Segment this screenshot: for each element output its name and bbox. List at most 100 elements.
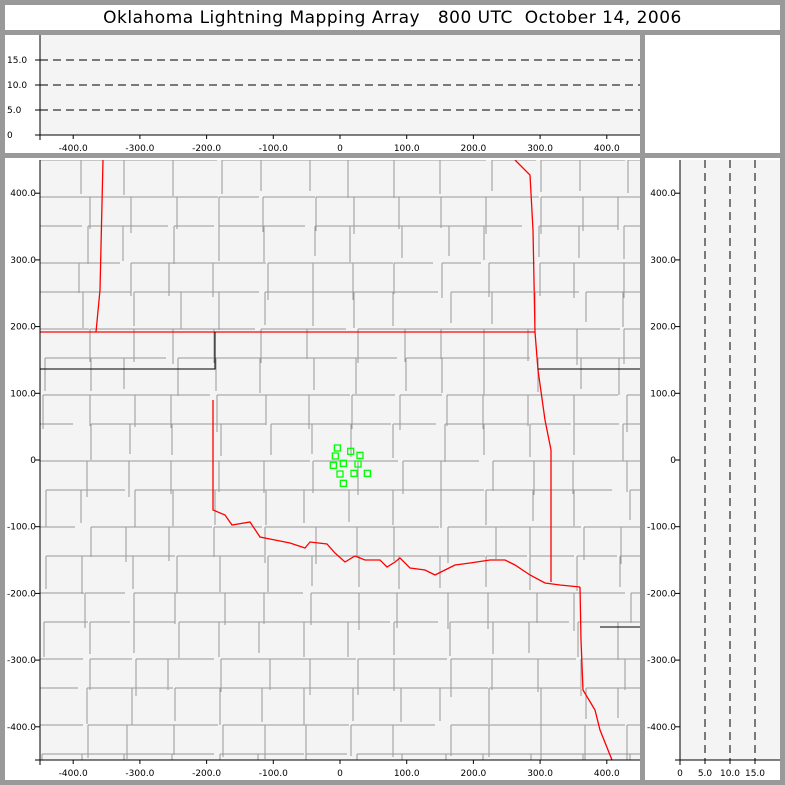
county-boundary [90, 526, 129, 557]
county-boundary [440, 460, 479, 495]
county-boundary [80, 160, 128, 194]
county-boundary [309, 160, 358, 191]
county-boundary [258, 621, 312, 653]
county-boundary [393, 526, 439, 561]
county-boundary [40, 592, 84, 594]
map-x-tick-label: 0 [337, 769, 343, 779]
county-boundary [619, 555, 640, 587]
county-boundary [393, 658, 447, 691]
county-boundary [89, 394, 137, 426]
county-boundary [527, 328, 577, 361]
county-boundary [527, 394, 578, 426]
axes: 0 5.0 10.0 15.0 -400.0 -300.0 -200.0 -100.0 0 100… [7, 35, 780, 779]
county-boundary [89, 621, 130, 654]
county-boundary [537, 658, 576, 692]
county-boundary [309, 658, 356, 695]
county-boundary [220, 423, 266, 456]
county-boundary [573, 394, 618, 428]
lightning-source-marker [363, 469, 371, 477]
county-boundary [440, 196, 494, 228]
lightning-source-marker [333, 444, 341, 452]
lightning-source-marker [354, 460, 362, 468]
county-boundary [393, 621, 438, 655]
county-boundary [303, 687, 358, 725]
county-boundary [540, 724, 589, 760]
county-boundary [310, 592, 362, 625]
county-boundary [219, 687, 262, 725]
map-y-tick-label: 300.0 [10, 256, 36, 266]
county-boundary [308, 394, 350, 429]
county-boundary [617, 621, 640, 660]
county-boundary [89, 658, 132, 690]
page-title: Oklahoma Lightning Mapping Array 800 UTC… [5, 5, 780, 30]
top-y-tick-label: 5.0 [7, 106, 22, 116]
county-boundary [629, 489, 640, 520]
map-x-tick-label: 300.0 [527, 769, 553, 779]
county-boundary [260, 328, 307, 363]
county-boundary [89, 328, 140, 362]
side-x-tick-label: 5.0 [698, 769, 713, 779]
top-x-tick-label: -400.0 [59, 144, 88, 154]
side-y-tick-label: 0 [670, 456, 676, 466]
county-boundary [448, 225, 490, 256]
county-boundary [578, 225, 618, 258]
county-boundary [529, 555, 574, 590]
county-boundary [357, 328, 405, 363]
top-x-tick-label: 300.0 [527, 144, 553, 154]
county-boundary [132, 555, 175, 589]
county-boundary [212, 262, 266, 297]
map-y-tick-label: 0 [30, 456, 36, 466]
county-boundary [174, 592, 226, 624]
county-boundary [488, 687, 546, 724]
county-boundary [482, 394, 531, 429]
county-boundary [128, 460, 172, 497]
county-boundary [392, 724, 435, 757]
county-boundary [540, 687, 580, 725]
side-y-tick-label: 400.0 [650, 189, 676, 199]
county-boundary [576, 328, 620, 365]
lightning-sources [329, 444, 371, 487]
county-boundary [398, 555, 446, 589]
county-boundary [123, 357, 166, 389]
county-boundary [350, 423, 391, 457]
map-x-tick-label: 400.0 [594, 769, 620, 779]
county-boundary [483, 357, 530, 395]
map-y-tick-label: 400.0 [10, 189, 36, 199]
county-boundary [573, 489, 612, 526]
county-boundary [624, 658, 640, 690]
top-y-tick-label: 15.0 [7, 56, 27, 66]
county-boundary [348, 489, 397, 522]
county-boundary [263, 592, 303, 624]
county-boundary [86, 687, 140, 724]
county-boundary [482, 753, 533, 760]
county-boundary [393, 262, 433, 294]
top-x-tick-label: 100.0 [394, 144, 420, 154]
county-boundary [351, 394, 395, 429]
county-boundary [356, 753, 405, 760]
county-boundary [45, 555, 84, 589]
state-border [95, 160, 104, 333]
map-x-tick-label: -200.0 [192, 769, 221, 779]
county-boundary [130, 262, 171, 296]
county-boundary [87, 724, 128, 758]
county-boundary [618, 357, 640, 395]
county-boundary [40, 328, 89, 330]
side-y-tick-label: -300.0 [647, 656, 676, 666]
county-boundary [441, 357, 491, 393]
county-boundary [173, 225, 214, 264]
county-boundary [267, 262, 313, 300]
lightning-source-marker [350, 469, 358, 477]
side-x-tick-label: 10.0 [720, 769, 740, 779]
lightning-source-marker [339, 479, 347, 487]
county-boundary [168, 262, 217, 296]
top-x-tick-label: -100.0 [259, 144, 288, 154]
county-boundary [130, 196, 177, 233]
county-boundary [81, 753, 130, 760]
county-boundary [530, 753, 583, 760]
top-y-tick-label: 0 [7, 131, 13, 141]
side-x-tick-label: 15.0 [745, 769, 765, 779]
county-boundary [626, 724, 640, 760]
county-boundary [123, 160, 180, 195]
county-boundary [133, 621, 175, 653]
